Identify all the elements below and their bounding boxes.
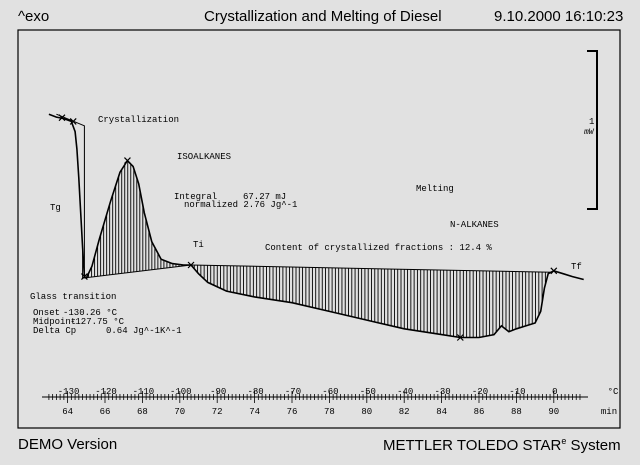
temp-tick-label: -100	[170, 387, 192, 397]
temp-tick-label: -30	[434, 387, 450, 397]
mettler-star-e: e	[561, 436, 567, 446]
time-tick-label: 88	[511, 407, 522, 417]
scale-bar-value: 1	[589, 117, 594, 127]
glass-tangent	[56, 113, 85, 279]
temp-tick-label: -60	[322, 387, 338, 397]
time-tick-label: 80	[361, 407, 372, 417]
temp-tick-label: -90	[210, 387, 226, 397]
crystallization-baseline	[82, 264, 192, 279]
x-axis: 64 66 68 70 72 74 76 78 80 82 84 86 88 90 -130 -120 -110…	[42, 387, 619, 417]
time-tick-label: 78	[324, 407, 335, 417]
time-tick-label: 76	[287, 407, 298, 417]
marker-melting_peak	[456, 334, 464, 341]
isoalkanes-label: ISOALKANES	[177, 152, 231, 162]
temp-tick-label: -80	[247, 387, 263, 397]
temp-tick-label: -20	[472, 387, 488, 397]
time-tick-label: 72	[212, 407, 223, 417]
delta-cp-label: Delta Cp	[33, 326, 76, 336]
midpoint-label: Midpoint	[33, 317, 76, 327]
delta-cp-value: 0.64 Jg^-1K^-1	[106, 326, 182, 336]
mettler-brand: METTLER TOLEDO STAR	[383, 437, 562, 454]
time-tick-label: 68	[137, 407, 148, 417]
time-tick-label: 66	[100, 407, 111, 417]
time-tick-label: 74	[249, 407, 260, 417]
temp-tick-label: -40	[397, 387, 413, 397]
temp-tick-label: 0	[552, 387, 557, 397]
melting-baseline	[190, 264, 552, 273]
time-tick-label: 84	[436, 407, 447, 417]
tg-label: Tg	[50, 203, 61, 213]
exo-label: ^exo	[18, 8, 50, 25]
plot-frame	[17, 29, 621, 429]
temp-unit-label: °C	[608, 387, 619, 397]
ti-label: Ti	[193, 240, 204, 250]
marker-glass_onset	[58, 114, 66, 122]
datetime-stamp: 9.10.2000 16:10:23	[494, 8, 624, 25]
time-unit-label: min	[601, 407, 617, 417]
annotation-layer: Tg Crystallization ISOALKANES Integral 67.27…	[30, 115, 582, 336]
curve-layer	[48, 113, 584, 341]
temp-tick-label: -120	[95, 387, 117, 397]
chart-title: Crystallization and Melting of Diesel	[204, 8, 442, 25]
integral-label: Integral	[174, 192, 217, 202]
demo-version-label: DEMO Version	[18, 436, 118, 453]
scale-bar: 1mW	[584, 50, 598, 210]
crystallization-label: Crystallization	[98, 115, 179, 125]
temp-tick-label: -70	[285, 387, 301, 397]
temp-tick-label: -10	[509, 387, 525, 397]
marker-crystallization_start	[81, 273, 88, 281]
time-tick-label: 90	[548, 407, 559, 417]
mettler-system: System	[566, 437, 621, 454]
time-tick-label: 64	[62, 407, 73, 417]
scale-bar-bracket	[587, 50, 598, 210]
marker-Tf	[550, 267, 558, 275]
marker-Ti	[187, 261, 195, 269]
glass-transition-label: Glass transition	[30, 292, 116, 302]
temp-tick-label: -110	[133, 387, 155, 397]
marker-crystallization_peak	[124, 157, 131, 165]
n-alkanes-label: N-ALKANES	[450, 220, 499, 230]
temp-tick-label: -50	[360, 387, 376, 397]
time-tick-label: 70	[174, 407, 185, 417]
normalized-value: normalized 2.76 Jg^-1	[184, 200, 297, 210]
scale-bar-unit: mW	[584, 128, 595, 137]
tf-label: Tf	[571, 262, 582, 272]
peak-hatching	[82, 160, 553, 338]
marker-glass_mid	[69, 118, 77, 125]
dsc-curve	[48, 113, 584, 339]
midpoint-value: -127.75 °C	[70, 317, 125, 327]
integral-value: 67.27 mJ	[243, 192, 286, 202]
time-tick-label: 86	[474, 407, 485, 417]
mettler-star-label: METTLER TOLEDO STARe System	[383, 436, 621, 454]
onset-label: Onset	[33, 308, 60, 318]
content-label: Content of crystallized fractions : 12.4…	[265, 243, 492, 253]
melting-label: Melting	[416, 184, 454, 194]
temp-tick-label: -130	[58, 387, 80, 397]
time-tick-label: 82	[399, 407, 410, 417]
onset-value: -130.26 °C	[63, 308, 118, 318]
